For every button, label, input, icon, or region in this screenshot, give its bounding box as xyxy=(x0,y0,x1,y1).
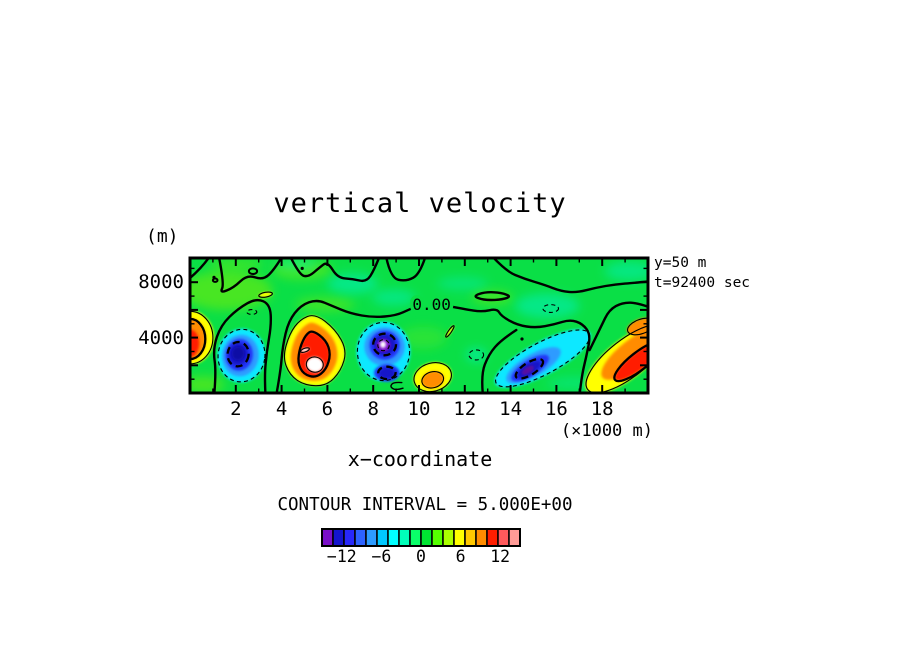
x-axis-unit-label: (×1000 m) xyxy=(560,421,653,441)
colorbar-cell xyxy=(453,528,466,547)
zero-contour-line xyxy=(492,258,648,294)
negative-contour-line xyxy=(226,340,250,368)
zero-contour-line xyxy=(275,299,420,393)
x-tick-label: 18 xyxy=(590,398,614,420)
positive-contour-line xyxy=(300,347,310,353)
colorbar-tick-label: 0 xyxy=(416,547,426,566)
positive-contour-line xyxy=(445,325,455,338)
y-tick-label: 8000 xyxy=(138,271,184,294)
zero-contour-line xyxy=(385,258,427,282)
negative-contour-line xyxy=(495,329,591,388)
colorbar-cell xyxy=(343,528,356,547)
contour-field: 0.00 xyxy=(190,258,648,393)
colorbar-cell xyxy=(475,528,488,547)
x-tick-label: 14 xyxy=(499,398,523,420)
negative-contour-line xyxy=(217,328,266,383)
zero-contour-line xyxy=(212,298,273,393)
y-tick-label: 4000 xyxy=(138,326,184,349)
positive-contour-line xyxy=(247,267,259,275)
x-tick-label: 16 xyxy=(544,398,568,420)
negative-contour-line xyxy=(542,304,560,313)
colorbar-cell xyxy=(409,528,422,547)
x-axis-title: x−coordinate xyxy=(347,447,493,471)
negative-contour-line xyxy=(377,365,397,381)
colorbar-cell xyxy=(420,528,433,547)
colorbar-cell xyxy=(486,528,499,547)
positive-contour-line xyxy=(190,317,207,361)
colorbar-cell xyxy=(442,528,455,547)
x-tick-label: 6 xyxy=(321,398,334,420)
colorbar-cell xyxy=(376,528,389,547)
x-tick-label: 8 xyxy=(367,398,379,420)
positive-contour-line xyxy=(613,340,648,383)
positive-contour-line xyxy=(413,362,452,393)
x-tick-label: 12 xyxy=(453,398,477,420)
positive-contour-line xyxy=(190,310,214,365)
zero-contour-line xyxy=(481,328,518,393)
colorbar-cell xyxy=(354,528,367,547)
colorbar-cell xyxy=(398,528,411,547)
colorbar-cell xyxy=(464,528,477,547)
positive-contour-line xyxy=(305,356,324,373)
colorbar-cell xyxy=(332,528,345,547)
zero-contour-line xyxy=(217,258,283,293)
colorbar-cell xyxy=(497,528,510,547)
positive-contour-line xyxy=(211,277,219,283)
negative-contour-line xyxy=(377,339,390,352)
colorbar-tick-label: 12 xyxy=(490,547,511,566)
time-annotation: t=92400 sec xyxy=(654,275,751,291)
positive-contour-line xyxy=(283,315,346,387)
x-tick-label: 2 xyxy=(230,398,242,420)
zero-contour-label: 0.00 xyxy=(412,295,451,314)
chart-title: vertical velocity xyxy=(273,188,567,219)
y-axis-unit-label: (m) xyxy=(146,226,179,247)
negative-contour-line xyxy=(514,357,545,380)
zero-contour-line xyxy=(289,258,381,283)
x-tick-label: 10 xyxy=(407,398,431,420)
zero-contour-line xyxy=(588,301,648,352)
negative-contour-line xyxy=(372,332,398,357)
negative-contour-line xyxy=(246,309,258,315)
zero-contour-line xyxy=(390,381,404,391)
colorbar-tick-label: 6 xyxy=(455,547,466,566)
contour-interval-note: CONTOUR INTERVAL = 5.000E+00 xyxy=(277,495,573,515)
colorbar xyxy=(321,528,521,547)
slice-annotation: y=50 m xyxy=(654,255,707,271)
colorbar-tick-label: −6 xyxy=(371,547,392,566)
positive-contour-line xyxy=(626,317,648,336)
negative-contour-line xyxy=(356,321,411,382)
colorbar-tick-label: −12 xyxy=(326,547,357,566)
colorbar-cell xyxy=(431,528,444,547)
zero-contour-line xyxy=(190,258,211,280)
negative-contour-line xyxy=(468,349,485,361)
colorbar-cell xyxy=(387,528,400,547)
colorbar-cell xyxy=(365,528,378,547)
plot-frame xyxy=(188,256,650,395)
positive-contour-line xyxy=(258,291,273,298)
x-tick-label: 4 xyxy=(275,398,288,420)
zero-contour-line xyxy=(474,291,511,302)
contour-plot: 0.00 xyxy=(188,256,650,395)
colorbar-cell xyxy=(321,528,334,547)
slice-time-annotation: y=50 m t=92400 sec xyxy=(654,253,750,293)
positive-contour-line xyxy=(421,371,445,389)
zero-contour-line xyxy=(446,304,591,393)
colorbar-cell xyxy=(508,528,521,547)
positive-contour-line xyxy=(297,330,331,378)
